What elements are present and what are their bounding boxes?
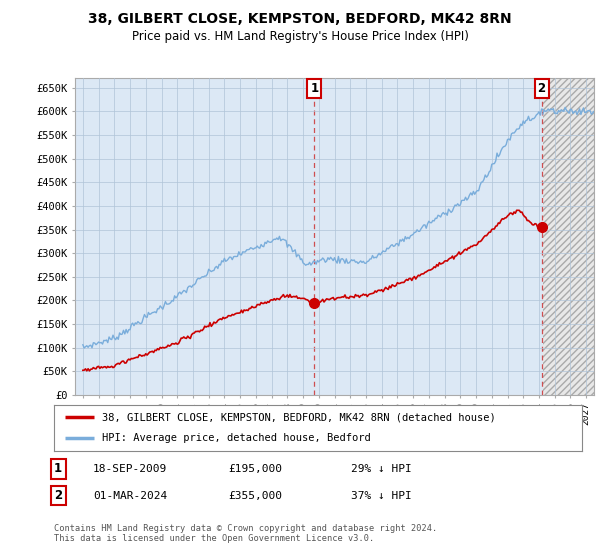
Text: 1: 1 [310, 82, 319, 95]
Text: 38, GILBERT CLOSE, KEMPSTON, BEDFORD, MK42 8RN: 38, GILBERT CLOSE, KEMPSTON, BEDFORD, MK… [88, 12, 512, 26]
Text: 1: 1 [54, 462, 62, 475]
Bar [543, 78, 594, 395]
Text: £355,000: £355,000 [228, 491, 282, 501]
Text: 38, GILBERT CLOSE, KEMPSTON, BEDFORD, MK42 8RN (detached house): 38, GILBERT CLOSE, KEMPSTON, BEDFORD, MK… [101, 412, 495, 422]
Text: 01-MAR-2024: 01-MAR-2024 [93, 491, 167, 501]
Bar [543, 78, 594, 395]
Text: £195,000: £195,000 [228, 464, 282, 474]
Text: 18-SEP-2009: 18-SEP-2009 [93, 464, 167, 474]
Text: 37% ↓ HPI: 37% ↓ HPI [351, 491, 412, 501]
Text: HPI: Average price, detached house, Bedford: HPI: Average price, detached house, Bedf… [101, 433, 370, 444]
Text: Price paid vs. HM Land Registry's House Price Index (HPI): Price paid vs. HM Land Registry's House … [131, 30, 469, 43]
Text: 29% ↓ HPI: 29% ↓ HPI [351, 464, 412, 474]
Text: Contains HM Land Registry data © Crown copyright and database right 2024.
This d: Contains HM Land Registry data © Crown c… [54, 524, 437, 543]
Text: 2: 2 [54, 489, 62, 502]
Text: 2: 2 [538, 82, 545, 95]
